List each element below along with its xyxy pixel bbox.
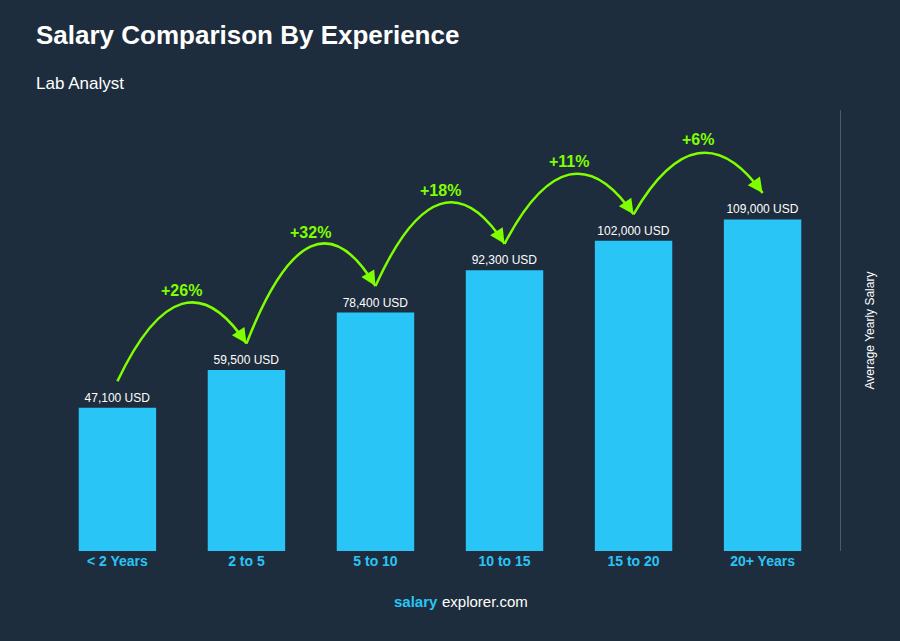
svg-text:10 to 15: 10 to 15 <box>478 553 530 569</box>
svg-text:5 to 10: 5 to 10 <box>353 553 398 569</box>
svg-text:Salary Comparison By Experienc: Salary Comparison By Experience <box>36 20 459 50</box>
svg-text:109,000 USD: 109,000 USD <box>726 202 798 216</box>
svg-text:explorer.com: explorer.com <box>442 593 528 610</box>
svg-text:92,300 USD: 92,300 USD <box>472 253 538 267</box>
svg-text:< 2 Years: < 2 Years <box>87 553 148 569</box>
svg-text:+26%: +26% <box>161 282 202 299</box>
svg-text:salary: salary <box>394 593 438 610</box>
svg-text:59,500 USD: 59,500 USD <box>214 353 280 367</box>
svg-text:47,100 USD: 47,100 USD <box>85 391 151 405</box>
svg-text:+32%: +32% <box>290 224 331 241</box>
svg-text:+18%: +18% <box>420 182 461 199</box>
svg-text:2 to 5: 2 to 5 <box>228 553 265 569</box>
svg-text:+11%: +11% <box>549 153 589 170</box>
svg-text:102,000 USD: 102,000 USD <box>597 224 669 238</box>
svg-text:78,400 USD: 78,400 USD <box>343 296 409 310</box>
svg-text:Average Yearly Salary: Average Yearly Salary <box>863 272 877 390</box>
svg-text:15 to 20: 15 to 20 <box>607 553 659 569</box>
svg-text:+6%: +6% <box>682 131 714 148</box>
svg-text:20+ Years: 20+ Years <box>730 553 795 569</box>
svg-text:Lab Analyst: Lab Analyst <box>36 74 124 93</box>
